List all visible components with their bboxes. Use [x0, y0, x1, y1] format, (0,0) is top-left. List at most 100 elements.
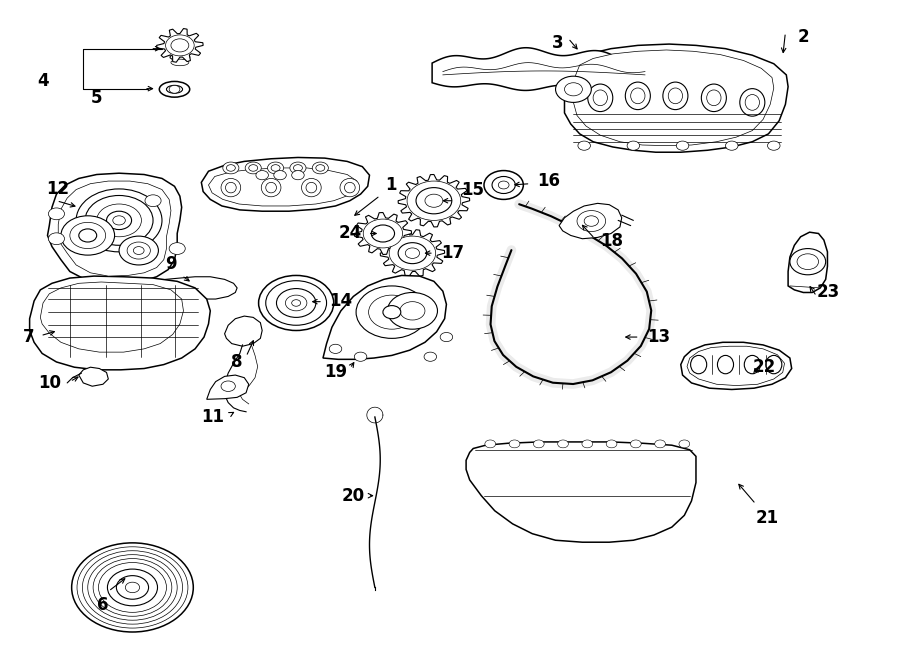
Circle shape — [87, 555, 177, 620]
Polygon shape — [79, 368, 108, 386]
Circle shape — [116, 576, 148, 600]
Polygon shape — [564, 44, 788, 152]
Ellipse shape — [766, 356, 782, 373]
Polygon shape — [680, 342, 792, 389]
Ellipse shape — [159, 81, 190, 97]
Circle shape — [372, 225, 394, 242]
Polygon shape — [687, 346, 785, 385]
Circle shape — [316, 165, 325, 171]
Polygon shape — [323, 276, 446, 360]
Ellipse shape — [668, 88, 682, 104]
Text: 24: 24 — [339, 225, 363, 243]
Polygon shape — [380, 230, 445, 276]
Circle shape — [93, 559, 172, 616]
Circle shape — [221, 381, 235, 391]
Circle shape — [290, 162, 306, 174]
Circle shape — [405, 248, 419, 258]
Circle shape — [578, 141, 590, 150]
Circle shape — [631, 440, 641, 447]
Text: 5: 5 — [90, 89, 102, 107]
Polygon shape — [207, 375, 248, 399]
Ellipse shape — [170, 54, 190, 60]
Circle shape — [267, 162, 284, 174]
Circle shape — [49, 233, 65, 245]
Polygon shape — [466, 442, 696, 542]
Circle shape — [119, 236, 158, 265]
Circle shape — [584, 215, 598, 226]
Circle shape — [355, 352, 367, 362]
Text: 20: 20 — [342, 486, 365, 504]
Circle shape — [534, 440, 544, 447]
Circle shape — [169, 85, 180, 93]
Circle shape — [407, 181, 461, 220]
Circle shape — [329, 344, 342, 354]
Circle shape — [248, 165, 257, 171]
Circle shape — [223, 162, 238, 174]
Text: 10: 10 — [38, 374, 61, 392]
Circle shape — [768, 141, 780, 150]
Polygon shape — [225, 316, 262, 346]
Text: 9: 9 — [166, 255, 177, 273]
Text: 22: 22 — [752, 358, 776, 376]
Circle shape — [98, 563, 166, 612]
Circle shape — [77, 547, 188, 628]
Circle shape — [107, 569, 158, 605]
Circle shape — [292, 299, 301, 306]
Ellipse shape — [593, 90, 608, 106]
Ellipse shape — [226, 182, 236, 193]
Circle shape — [271, 165, 280, 171]
Circle shape — [49, 208, 65, 219]
Circle shape — [582, 440, 593, 447]
Circle shape — [285, 295, 307, 311]
Polygon shape — [157, 28, 203, 62]
Text: 15: 15 — [461, 181, 483, 200]
Polygon shape — [209, 168, 357, 206]
Ellipse shape — [266, 182, 276, 193]
Circle shape — [564, 83, 582, 96]
Circle shape — [492, 176, 516, 194]
Circle shape — [256, 171, 268, 180]
Ellipse shape — [306, 182, 317, 193]
Circle shape — [83, 551, 183, 624]
Polygon shape — [559, 204, 622, 239]
Polygon shape — [432, 48, 654, 91]
Text: 2: 2 — [797, 28, 809, 46]
Polygon shape — [573, 50, 774, 145]
Ellipse shape — [663, 82, 688, 110]
Circle shape — [169, 243, 185, 254]
Circle shape — [555, 76, 591, 102]
Circle shape — [227, 165, 235, 171]
Circle shape — [96, 204, 141, 237]
Circle shape — [725, 141, 738, 150]
Circle shape — [86, 196, 153, 245]
Ellipse shape — [171, 59, 189, 65]
Ellipse shape — [626, 82, 651, 110]
Polygon shape — [30, 276, 211, 369]
Circle shape — [70, 222, 105, 249]
Text: 7: 7 — [22, 328, 34, 346]
Text: 6: 6 — [97, 596, 109, 614]
Ellipse shape — [221, 178, 240, 197]
Ellipse shape — [744, 356, 760, 373]
Circle shape — [499, 181, 509, 189]
Circle shape — [356, 286, 428, 338]
Circle shape — [276, 289, 316, 317]
Polygon shape — [40, 282, 184, 352]
Circle shape — [416, 188, 452, 214]
Circle shape — [245, 162, 261, 174]
Text: 4: 4 — [38, 73, 50, 91]
Circle shape — [558, 440, 569, 447]
Text: 14: 14 — [329, 292, 353, 310]
Ellipse shape — [261, 178, 281, 197]
Ellipse shape — [701, 84, 726, 112]
Polygon shape — [202, 157, 370, 212]
Ellipse shape — [345, 182, 356, 193]
Circle shape — [679, 440, 689, 447]
Circle shape — [425, 194, 443, 208]
Circle shape — [654, 440, 665, 447]
Polygon shape — [58, 181, 171, 276]
Text: 11: 11 — [202, 408, 225, 426]
Text: 12: 12 — [46, 180, 68, 198]
Circle shape — [509, 440, 520, 447]
Ellipse shape — [631, 88, 645, 104]
